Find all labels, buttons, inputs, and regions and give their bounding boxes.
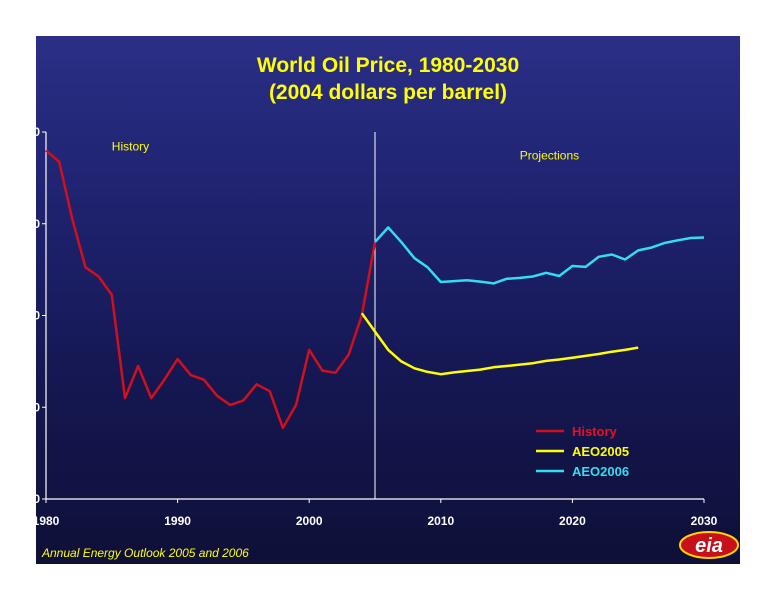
y-tick-label: 40 bbox=[36, 309, 40, 323]
logo-ellipse bbox=[679, 531, 739, 559]
y-tick-label: 0 bbox=[36, 492, 40, 506]
x-tick-label: 1980 bbox=[36, 514, 60, 528]
x-tick-label: 2000 bbox=[296, 514, 323, 528]
eia-logo: eia bbox=[679, 531, 739, 559]
legend-label: History bbox=[572, 424, 618, 439]
legend-label: AEO2006 bbox=[572, 464, 629, 479]
source-note: Annual Energy Outlook 2005 and 2006 bbox=[41, 546, 249, 560]
series-line-history bbox=[45, 149, 377, 430]
series-line-aeo2006 bbox=[374, 226, 705, 285]
x-tick-label: 2030 bbox=[691, 514, 718, 528]
annotation-projections: Projections bbox=[520, 149, 579, 163]
x-tick-label: 2010 bbox=[427, 514, 454, 528]
chart-subtitle: (2004 dollars per barrel) bbox=[269, 81, 507, 104]
y-tick-label: 60 bbox=[36, 217, 40, 231]
legend-label: AEO2005 bbox=[572, 444, 629, 459]
chart-slide: World Oil Price, 1980-2030 (2004 dollars… bbox=[36, 36, 740, 564]
line-chart: World Oil Price, 1980-2030 (2004 dollars… bbox=[36, 54, 739, 560]
series-lines bbox=[45, 149, 705, 430]
x-tick-label: 2020 bbox=[559, 514, 586, 528]
y-tick-label: 20 bbox=[36, 400, 40, 414]
annotation-history: History bbox=[112, 139, 149, 153]
logo-text: eia bbox=[695, 535, 723, 557]
series-line-aeo2005 bbox=[360, 312, 639, 376]
x-tick-label: 1990 bbox=[164, 514, 191, 528]
legend: History AEO2005 AEO2006 bbox=[536, 424, 629, 479]
chart-title: World Oil Price, 1980-2030 bbox=[257, 54, 519, 77]
y-tick-label: 80 bbox=[36, 125, 40, 139]
axes: 0 20 40 60 80 1980 1990 2000 2010 2020 2030 bbox=[36, 125, 718, 528]
annotations: History Projections bbox=[112, 139, 579, 162]
